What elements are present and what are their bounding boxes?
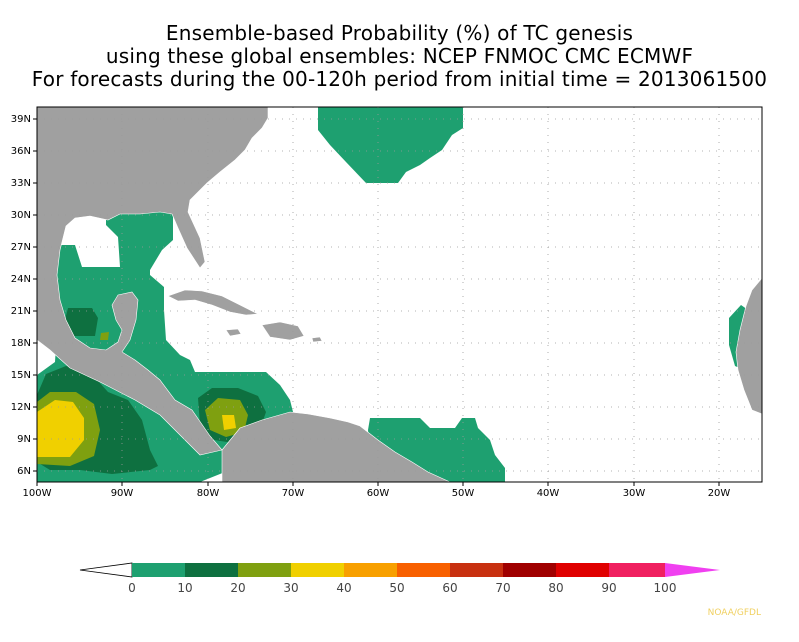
land-masses xyxy=(37,107,762,482)
colorbar-bin xyxy=(185,563,238,577)
colorbar-tick-label: 20 xyxy=(230,581,245,595)
colorbar: 0 10 20 30 40 50 60 70 80 90 100 xyxy=(79,562,720,595)
lon-axis xyxy=(36,482,720,486)
colorbar-tick-label: 10 xyxy=(177,581,192,595)
lon-label: 90W xyxy=(111,488,134,499)
lat-label: 18N xyxy=(11,338,31,349)
colorbar-bin xyxy=(291,563,344,577)
colorbar-bin xyxy=(132,563,185,577)
colorbar-tick-label: 50 xyxy=(389,581,404,595)
prob-area-caribbean-40 xyxy=(222,415,236,430)
north-america-land xyxy=(37,107,269,456)
lat-label: 24N xyxy=(11,274,31,285)
colorbar-tick-label: 60 xyxy=(442,581,457,595)
lat-label: 15N xyxy=(11,370,31,381)
cuba-land xyxy=(167,289,260,316)
lon-label: 40W xyxy=(537,488,560,499)
lon-label: 100W xyxy=(23,488,52,499)
lat-label: 9N xyxy=(17,434,31,445)
hispaniola-land xyxy=(261,321,305,341)
lon-labels: 100W 90W 80W 70W 60W 50W 40W 30W 20W xyxy=(23,488,731,499)
lat-label: 33N xyxy=(11,178,31,189)
africa-land xyxy=(735,277,762,415)
jamaica-land xyxy=(225,328,242,337)
lat-label: 6N xyxy=(17,466,31,477)
colorbar-bin xyxy=(238,563,291,577)
lon-label: 80W xyxy=(197,488,220,499)
colorbar-tick-label: 0 xyxy=(128,581,136,595)
colorbar-tick-label: 100 xyxy=(654,581,677,595)
colorbar-tick-label: 80 xyxy=(548,581,563,595)
lat-label: 39N xyxy=(11,114,31,125)
map-frame xyxy=(36,106,763,483)
lat-labels: 39N 36N 33N 30N 27N 24N 21N 18N 15N 12N … xyxy=(11,114,31,477)
colorbar-tick-label: 30 xyxy=(283,581,298,595)
colorbar-under-triangle xyxy=(79,562,133,578)
colorbar-tick-label: 70 xyxy=(495,581,510,595)
colorbar-tick-label: 90 xyxy=(601,581,616,595)
south-america-land xyxy=(221,411,451,482)
colorbar-bin xyxy=(609,563,665,577)
prob-area-pacific-40 xyxy=(37,400,84,457)
lat-label: 27N xyxy=(11,242,31,253)
colorbar-bin xyxy=(450,563,503,577)
lon-label: 60W xyxy=(367,488,390,499)
prob-area-north-atlantic xyxy=(318,107,463,183)
lon-label: 30W xyxy=(623,488,646,499)
lat-label: 30N xyxy=(11,210,31,221)
colorbar-bin xyxy=(397,563,450,577)
colorbar-over-triangle xyxy=(665,563,720,577)
lon-label: 20W xyxy=(708,488,731,499)
title-line-2: using these global ensembles: NCEP FNMOC… xyxy=(105,44,694,68)
title-line-1: Ensemble-based Probability (%) of TC gen… xyxy=(165,21,634,45)
prob-area-gulf-core xyxy=(64,308,98,336)
map-content xyxy=(37,107,762,482)
lon-label: 70W xyxy=(282,488,305,499)
prob-area-bay-30 xyxy=(100,332,109,340)
lat-label: 12N xyxy=(11,402,31,413)
title-block: Ensemble-based Probability (%) of TC gen… xyxy=(0,22,799,91)
title-line-3: For forecasts during the 00-120h period … xyxy=(31,67,768,91)
colorbar-bin xyxy=(344,563,397,577)
lat-label: 21N xyxy=(11,306,31,317)
lat-label: 36N xyxy=(11,146,31,157)
lon-label: 50W xyxy=(452,488,475,499)
puerto-rico-land xyxy=(311,336,323,343)
colorbar-tick-label: 40 xyxy=(336,581,351,595)
colorbar-bin xyxy=(503,563,556,577)
lat-axis xyxy=(33,118,37,472)
colorbar-bin xyxy=(556,563,609,577)
credit-label: NOAA/GFDL xyxy=(707,608,761,618)
